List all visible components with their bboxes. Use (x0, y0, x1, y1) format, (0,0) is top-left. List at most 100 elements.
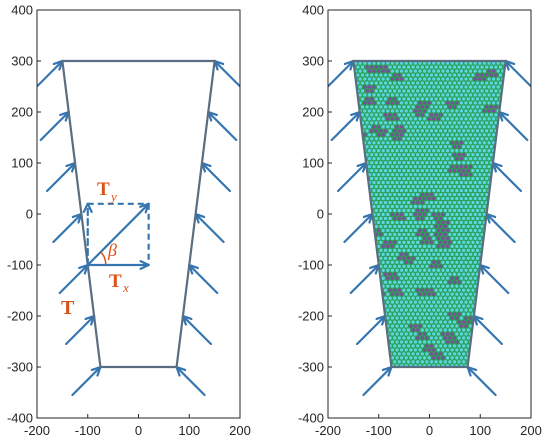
particle (403, 68, 409, 74)
particle (458, 108, 464, 114)
particle (510, 356, 514, 360)
defect-particle (378, 351, 384, 357)
particle (424, 120, 430, 126)
particle (528, 348, 532, 352)
particle (417, 307, 423, 313)
particle (389, 124, 395, 130)
particle (417, 243, 423, 249)
defect-particle (359, 239, 365, 245)
particle (474, 311, 480, 317)
particle (342, 177, 346, 181)
particle (373, 112, 379, 118)
particle (328, 240, 332, 244)
defect-particle (376, 68, 382, 74)
particle (440, 124, 446, 130)
particle (504, 211, 506, 217)
particle (359, 319, 365, 325)
particle (528, 244, 532, 248)
particle (382, 152, 388, 158)
particle (508, 216, 512, 220)
particle (331, 252, 335, 256)
particle (477, 355, 483, 361)
defect-particle (392, 239, 398, 245)
particle (394, 68, 400, 74)
particle (488, 207, 494, 213)
particle (353, 223, 356, 229)
particle (461, 160, 467, 166)
defect-particle (435, 227, 441, 233)
particle (337, 296, 341, 300)
particle (364, 112, 370, 118)
particle (347, 256, 351, 260)
particle (337, 192, 341, 196)
particle (426, 84, 432, 90)
particle (396, 319, 402, 325)
particle (472, 188, 478, 194)
particle (392, 168, 398, 174)
particle (396, 112, 402, 118)
particle (412, 347, 418, 353)
particle (517, 288, 521, 292)
traction-arrow-left (64, 314, 96, 346)
defect-particle (382, 343, 388, 349)
particle (442, 184, 448, 190)
defect-particle (447, 104, 453, 110)
defect-particle (385, 275, 391, 281)
particle (472, 347, 478, 353)
particle (521, 200, 525, 204)
particle (472, 339, 478, 345)
particle (340, 109, 344, 113)
defect-particle (401, 215, 407, 221)
particle (401, 200, 407, 206)
particle (504, 259, 506, 265)
particle (470, 279, 476, 285)
particle (403, 331, 409, 337)
particle (328, 105, 332, 109)
particle (387, 303, 393, 309)
particle (408, 108, 414, 114)
particle (335, 157, 339, 161)
defect-particle (438, 351, 444, 357)
particle (442, 207, 448, 213)
particle (435, 188, 441, 194)
particle (502, 271, 506, 277)
particle (510, 157, 514, 161)
particle (424, 144, 430, 150)
particle (504, 243, 506, 249)
particle (479, 64, 485, 70)
particle (451, 351, 457, 357)
particle (508, 344, 512, 348)
particle (470, 263, 476, 269)
particle (481, 196, 487, 202)
particle (465, 88, 471, 94)
particle (366, 259, 372, 265)
particle (502, 319, 506, 325)
particle (355, 200, 361, 206)
particle (389, 196, 395, 202)
particle (364, 231, 370, 237)
particle (497, 176, 503, 182)
particle (340, 276, 344, 280)
particle (449, 172, 455, 178)
particle (524, 204, 528, 208)
particle (353, 355, 359, 361)
particle (512, 312, 516, 316)
particle (435, 92, 441, 98)
particle (493, 88, 499, 94)
particle (463, 100, 469, 106)
defect-particle (493, 72, 499, 78)
particle (337, 177, 341, 181)
particle (512, 89, 516, 93)
particle (422, 124, 428, 130)
defect-particle (389, 132, 395, 138)
particle (526, 232, 530, 236)
particle (331, 101, 335, 105)
particle (353, 311, 356, 317)
particle (468, 204, 474, 210)
particle (456, 263, 462, 269)
defect-particle (394, 76, 400, 82)
particle (333, 161, 337, 165)
particle (491, 355, 497, 361)
particle (474, 136, 480, 142)
particle (521, 121, 525, 125)
